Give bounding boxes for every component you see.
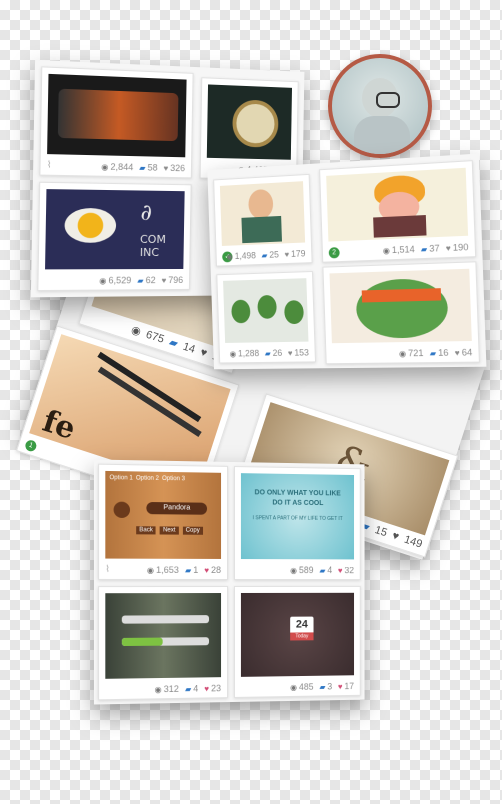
views-icon: ◉ [226, 252, 234, 262]
views-icon: ◉ [398, 349, 407, 359]
avatar[interactable] [328, 54, 432, 158]
tile-egg-comic[interactable]: ∂ COM INC ◉ 6,529 ▰ 62 ♥ 796 [37, 181, 192, 292]
tile-ninja-turtles[interactable]: ◉ 1,288 ▰ 26 ♥ 153 [216, 270, 316, 364]
calendar-thumb: 24 Today [240, 592, 355, 677]
media-player-thumb [105, 593, 222, 679]
heart-icon: ♥ [204, 565, 210, 575]
heart-icon: ♥ [284, 250, 290, 260]
views-icon: ◉ [99, 276, 107, 286]
cartoon-robot-thumb [326, 167, 469, 242]
ninja-turtles-thumb [223, 278, 309, 343]
views-icon: ◉ [101, 162, 109, 172]
quote-card-thumb: DO ONLY WHAT YOU LIKE DO IT AS COOL I SP… [240, 473, 355, 560]
views-icon: ◉ [229, 349, 237, 359]
views-icon: ◉ [290, 566, 298, 576]
tile-cartoon-robot[interactable]: 2 ◉ 1,514 ▰ 37 ♥ 190 [319, 160, 477, 263]
tile-calendar[interactable]: 24 Today ◉ 485 ▰ 3 ♥ 17 [233, 585, 361, 698]
views-icon: ◉ [382, 246, 391, 256]
heart-icon: ♥ [198, 345, 209, 360]
comment-icon: ▰ [167, 336, 180, 351]
heart-icon: ♥ [163, 163, 169, 173]
cartoon-sheet: ✓ ◉ 1,498 ▰ 25 ♥ 179 2 ◉ 1,514 ▰ 37 ♥ 190 ◉ 1,2… [207, 153, 487, 370]
comment-icon: ▰ [184, 565, 192, 575]
heart-icon: ♥ [287, 348, 293, 358]
views-icon: ◉ [146, 565, 155, 575]
heart-icon: ♥ [337, 682, 343, 692]
comment-icon: ▰ [264, 349, 271, 359]
badge-icon: 1 [23, 438, 38, 453]
ui-sheet: Option 1 Option 2 Option 3 Pandora Back … [93, 459, 365, 705]
comment-icon: ▰ [429, 348, 437, 359]
tile-wood-ui[interactable]: Option 1 Option 2 Option 3 Pandora Back … [98, 463, 229, 580]
tile-quote-card[interactable]: DO ONLY WHAT YOU LIKE DO IT AS COOL I SP… [233, 466, 361, 581]
comment-icon: ▰ [139, 163, 146, 173]
heart-icon: ♥ [161, 276, 167, 286]
heart-icon: ♥ [204, 684, 210, 694]
views-icon: ◉ [290, 683, 298, 693]
tile-phone-game[interactable]: ⌇ ◉ 2,844 ▰ 58 ♥ 326 [39, 66, 194, 179]
comment-icon: ▰ [137, 276, 144, 286]
badge-icon: 2 [328, 247, 340, 259]
views-icon: ◉ [129, 323, 143, 339]
cartoon-man-thumb [219, 181, 306, 246]
tile-cartoon-man[interactable]: ✓ ◉ 1,498 ▰ 25 ♥ 179 [213, 173, 313, 267]
heart-icon: ♥ [390, 529, 401, 543]
phone-game-thumb [47, 73, 187, 158]
comment-icon: ▰ [184, 684, 192, 694]
heart-icon: ♥ [454, 348, 460, 358]
calendar-icon: 24 Today [290, 616, 314, 641]
comment-icon: ▰ [420, 244, 428, 255]
tile-media-player[interactable]: ◉ 312 ▰ 4 ♥ 23 [98, 586, 229, 701]
comment-icon: ▰ [319, 682, 326, 692]
egg-comic-thumb: ∂ COM INC [45, 189, 185, 270]
comment-icon: ▰ [319, 566, 326, 576]
gauge-thumb [206, 84, 293, 160]
turtle-closeup-thumb [329, 268, 472, 344]
heart-icon: ♥ [337, 566, 343, 576]
attachment-icon: ⌇ [105, 563, 110, 574]
comment-icon: ▰ [261, 250, 268, 261]
heart-icon: ♥ [445, 243, 451, 254]
attachment-icon: ⌇ [46, 159, 52, 170]
tile-turtle-closeup[interactable]: ◉ 721 ▰ 16 ♥ 64 [322, 261, 480, 365]
wood-ui-thumb: Option 1 Option 2 Option 3 Pandora Back … [105, 470, 222, 559]
views-icon: ◉ [154, 685, 162, 695]
